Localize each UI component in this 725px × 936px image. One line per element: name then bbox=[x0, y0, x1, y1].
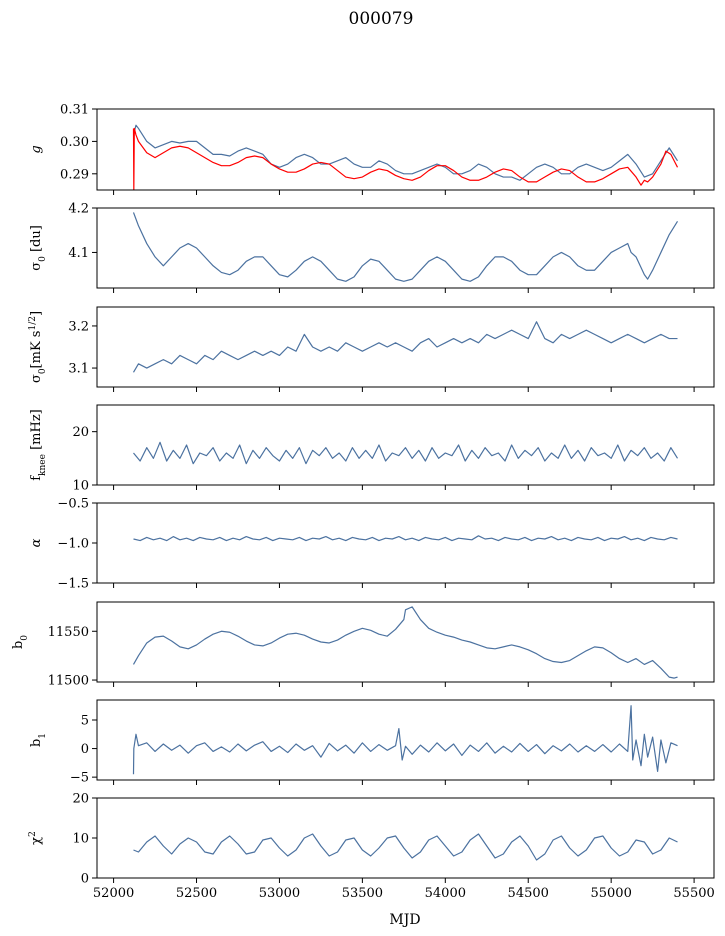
series-b1-data bbox=[132, 705, 678, 775]
y-axis-label: σ0[mK s1/2] bbox=[28, 311, 48, 383]
y-tick-label: −1.5 bbox=[57, 577, 89, 592]
y-tick-label: 11550 bbox=[48, 625, 89, 640]
panel-frame bbox=[96, 404, 715, 486]
panel-chi2: 0 10 20 52000 52500 53000 53500 54000 54500 55000… bbox=[28, 792, 715, 902]
panels: 0.29 0.30 0.31 g 4.1 4.2 σ0 [du] 3.1 3.2 σ0[mK s1… bbox=[11, 103, 715, 902]
y-tick-label: 0.30 bbox=[60, 135, 89, 150]
y-tick-label: 3.1 bbox=[68, 362, 89, 377]
x-tick-label: 55000 bbox=[590, 886, 631, 901]
y-tick-label: −0.5 bbox=[57, 497, 89, 512]
y-tick-label: 4.1 bbox=[68, 246, 89, 261]
panel-frame bbox=[96, 601, 715, 683]
y-axis-label: fknee [mHz] bbox=[29, 409, 48, 481]
y-tick-label: 0 bbox=[81, 872, 89, 887]
x-tick-label: 55500 bbox=[673, 886, 714, 901]
y-tick-label: 0.31 bbox=[60, 103, 89, 118]
y-tick-label: −5 bbox=[70, 771, 89, 786]
series-sigma0-mk-data bbox=[132, 321, 678, 373]
x-tick-label: 54000 bbox=[425, 886, 466, 901]
panel-frame bbox=[96, 306, 715, 388]
y-tick-label: 20 bbox=[72, 792, 89, 807]
y-axis-label: α bbox=[29, 538, 44, 547]
panel-sigma0-du: 4.1 4.2 σ0 [du] bbox=[29, 202, 715, 293]
series-b0-data bbox=[132, 606, 678, 679]
y-axis-label: σ0 [du] bbox=[29, 225, 48, 271]
x-tick-label: 54500 bbox=[508, 886, 549, 901]
y-axis-label: g bbox=[29, 145, 44, 153]
panel-frame bbox=[96, 108, 715, 191]
series-fknee-data bbox=[133, 441, 679, 465]
x-tick-label: 53500 bbox=[342, 886, 383, 901]
x-tick-label: 52000 bbox=[93, 886, 134, 901]
x-axis-label: MJD bbox=[389, 912, 420, 928]
y-tick-label: 0.29 bbox=[60, 167, 89, 182]
panel-fknee: 10 20 fknee [mHz] bbox=[29, 404, 715, 494]
y-tick-label: 11500 bbox=[48, 674, 89, 689]
y-tick-label: 5 bbox=[81, 714, 89, 729]
x-tick-label: 53000 bbox=[259, 886, 300, 901]
panel-alpha: −1.5 −1.0 −0.5 α bbox=[29, 497, 715, 592]
panel-b1: −5 0 5 b1 bbox=[29, 699, 715, 786]
y-axis-label: χ2 bbox=[28, 831, 44, 845]
panel-sigma0-mk: 3.1 3.2 σ0[mK s1/2] bbox=[28, 306, 715, 392]
y-axis-label: b1 bbox=[29, 733, 48, 747]
panel-frame bbox=[96, 502, 715, 584]
series-g-model bbox=[132, 127, 679, 190]
series-g-data bbox=[132, 124, 679, 181]
panel-b0: 11500 11550 b0 bbox=[11, 601, 715, 689]
y-tick-label: 0 bbox=[81, 742, 89, 757]
y-axis-label: b0 bbox=[11, 635, 30, 649]
y-tick-label: −1.0 bbox=[57, 537, 89, 552]
panel-frame bbox=[96, 207, 715, 289]
y-tick-label: 10 bbox=[72, 479, 89, 494]
x-tick-label: 52500 bbox=[176, 886, 217, 901]
figure-title: 000079 bbox=[349, 9, 414, 29]
y-tick-label: 20 bbox=[72, 425, 89, 440]
series-sigma0-du-data bbox=[132, 212, 679, 282]
panel-g: 0.29 0.30 0.31 g bbox=[29, 103, 715, 195]
panel-frame bbox=[96, 699, 715, 781]
series-chi2-data bbox=[133, 833, 678, 861]
y-tick-label: 10 bbox=[72, 832, 89, 847]
series-alpha-data bbox=[133, 535, 678, 542]
y-tick-label: 3.2 bbox=[68, 319, 89, 334]
y-tick-label: 4.2 bbox=[68, 202, 89, 217]
